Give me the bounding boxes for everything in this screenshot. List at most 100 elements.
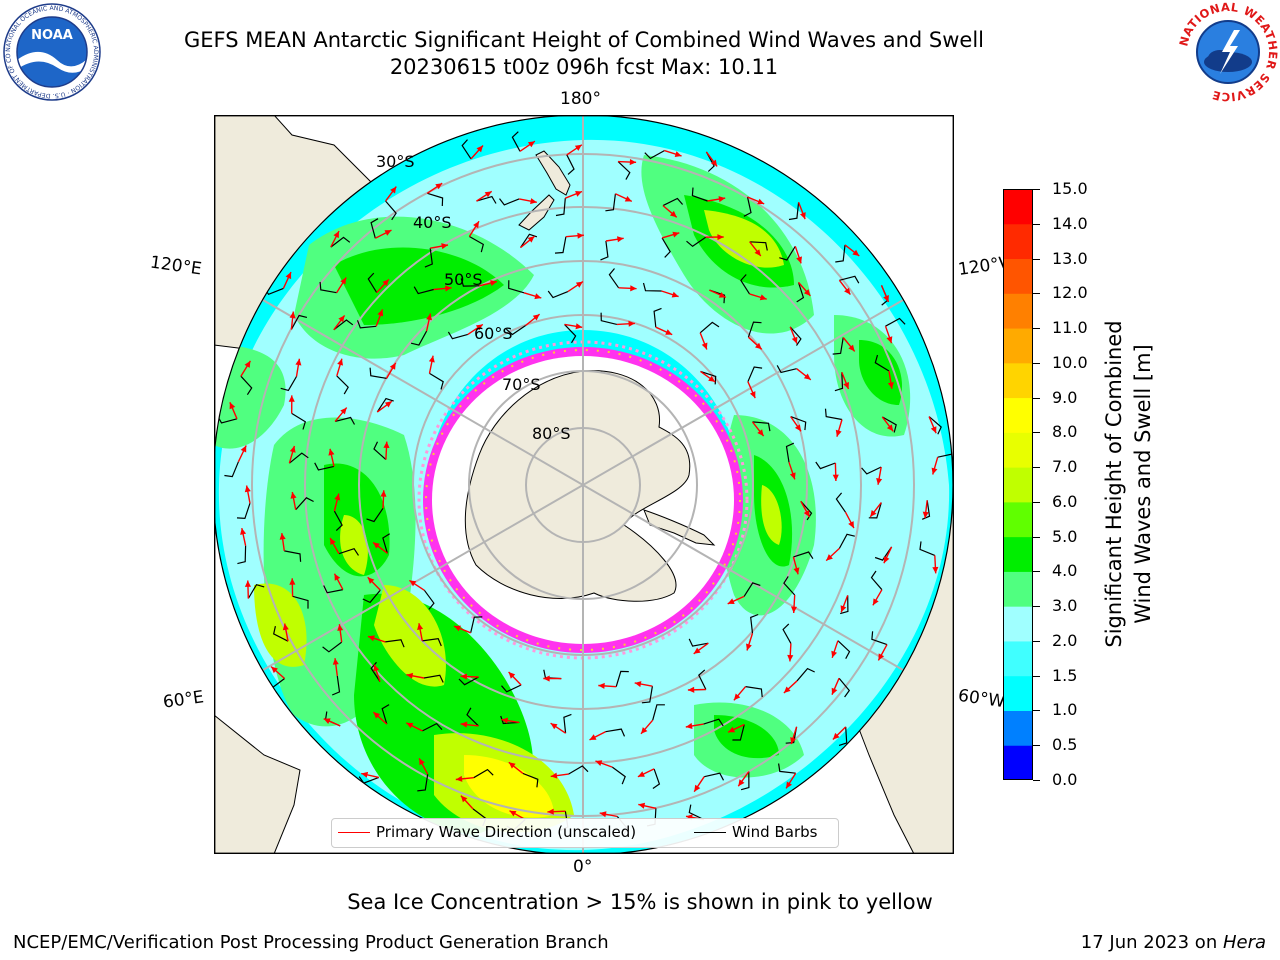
wave-direction-arrowhead — [337, 358, 343, 366]
colorbar-tick-label: 13.0 — [1052, 248, 1088, 268]
lon-label-0: 0° — [573, 857, 593, 877]
wave-direction-arrowhead — [244, 485, 251, 493]
sea-ice-footnote: Sea Ice Concentration > 15% is shown in … — [347, 890, 933, 914]
wind-barb — [362, 589, 381, 604]
wave-direction-arrowhead — [373, 664, 380, 672]
wave-direction-arrowhead — [501, 717, 509, 724]
wind-barb — [237, 545, 247, 565]
colorbar-segment — [1003, 745, 1033, 780]
wind-barb — [653, 307, 662, 328]
wind-barb — [470, 616, 483, 633]
machine-name: Hera — [1222, 932, 1266, 953]
colorbar-tick-label: 10.0 — [1052, 352, 1088, 372]
wave-direction-arrowhead — [727, 598, 735, 604]
wave-direction-arrowhead — [229, 402, 236, 410]
wave-direction-arrowhead — [527, 236, 535, 243]
wind-barb — [642, 282, 662, 292]
wind-barb — [356, 320, 377, 329]
wind-barb — [382, 533, 391, 554]
wind-barb — [460, 278, 480, 287]
wave-direction-arrowhead — [876, 478, 883, 485]
colorbar-segment — [1003, 536, 1033, 572]
wave-direction-arrowhead — [460, 795, 468, 803]
wind-barb — [705, 151, 715, 172]
wave-direction-arrowhead — [367, 577, 375, 584]
wind-barb — [429, 372, 444, 390]
wave-direction-arrowhead — [445, 285, 452, 292]
wave-direction-arrowhead — [672, 231, 680, 238]
wave-direction-arrowhead — [886, 336, 893, 344]
wind-barb — [747, 366, 763, 382]
wind-barb — [520, 233, 538, 248]
wind-barb — [522, 772, 539, 788]
wind-barb — [837, 640, 851, 659]
wind-barb — [740, 771, 750, 791]
wave-direction-arrowhead — [380, 490, 387, 497]
colorbar-tick — [1033, 258, 1040, 260]
wave-direction-arrowhead — [240, 445, 247, 453]
wave-direction-arrowhead — [550, 723, 558, 730]
wave-direction-arrowhead — [617, 236, 624, 243]
wave-direction-arrowhead — [334, 493, 341, 501]
wind-barb — [832, 337, 844, 355]
wave-direction-arrowhead — [733, 693, 741, 701]
colorbar-segment — [1003, 258, 1033, 294]
wave-direction-arrowhead — [634, 681, 642, 688]
wave-direction-arrowhead — [630, 285, 637, 292]
wind-barb — [937, 453, 953, 462]
wave-direction-arrowhead — [852, 249, 860, 256]
wind-barb — [422, 637, 442, 647]
wave-direction-arrowhead — [835, 429, 842, 437]
colorbar-segment — [1003, 362, 1033, 399]
wind-barb — [333, 510, 343, 532]
wave-direction-arrowhead — [826, 554, 833, 561]
wind-barb — [785, 442, 795, 463]
wave-direction-arrowhead — [383, 441, 390, 448]
wind-barb — [423, 589, 435, 610]
wind-barb — [839, 275, 860, 284]
wave-direction-arrowhead — [460, 673, 467, 680]
wave-direction-arrowhead — [527, 141, 535, 148]
lon-label-60w: 60°W — [956, 685, 1007, 713]
colorbar-segment — [1003, 606, 1033, 642]
lat-label-30s: 30°S — [376, 152, 415, 171]
colorbar-label: Significant Height of Combined Wind Waves… — [1100, 274, 1158, 694]
wave-direction-arrowhead — [323, 718, 331, 724]
wave-direction-arrowhead — [547, 808, 554, 815]
wave-direction-arrowhead — [694, 784, 701, 792]
colorbar-tick-label: 3.0 — [1052, 596, 1078, 616]
wind-barb — [752, 421, 771, 432]
wave-direction-arrowhead — [532, 314, 540, 321]
wave-direction-arrowhead — [373, 542, 380, 549]
wind-barb — [835, 492, 846, 513]
colorbar-tick — [1033, 606, 1040, 608]
wave-direction-arrowhead — [340, 407, 347, 415]
noaa-logo-text: NOAA — [31, 28, 73, 43]
wind-barb — [834, 372, 844, 392]
wave-direction-arrowhead — [796, 256, 802, 264]
wind-barb — [824, 408, 843, 421]
wave-direction-arrowhead — [384, 401, 392, 408]
wind-barb — [240, 375, 253, 396]
wind-barb — [644, 150, 665, 160]
colorbar-tick-label: 0.5 — [1052, 735, 1078, 755]
wave-direction-arrowhead — [887, 382, 894, 389]
wave-height-field — [214, 139, 950, 851]
colorbar-tick — [1033, 293, 1040, 295]
colorbar-tick-label: 2.0 — [1052, 630, 1078, 650]
wind-barb — [330, 236, 351, 248]
wind-barb — [424, 248, 433, 268]
wave-direction-arrowhead — [701, 342, 708, 350]
wave-direction-arrowhead — [454, 625, 461, 632]
colorbar-tick-label: 9.0 — [1052, 387, 1078, 407]
wave-direction-arrowhead — [361, 771, 369, 778]
wind-barb — [790, 416, 807, 431]
wind-barb — [323, 585, 344, 594]
wind-barb — [838, 677, 851, 698]
wave-direction-arrowhead — [435, 183, 443, 190]
wind-barb — [793, 551, 814, 560]
lat-label-60s: 60°S — [474, 324, 513, 343]
wave-direction-arrowhead — [718, 292, 726, 298]
wave-direction-arrowhead — [484, 191, 492, 198]
wind-barb — [447, 331, 468, 340]
